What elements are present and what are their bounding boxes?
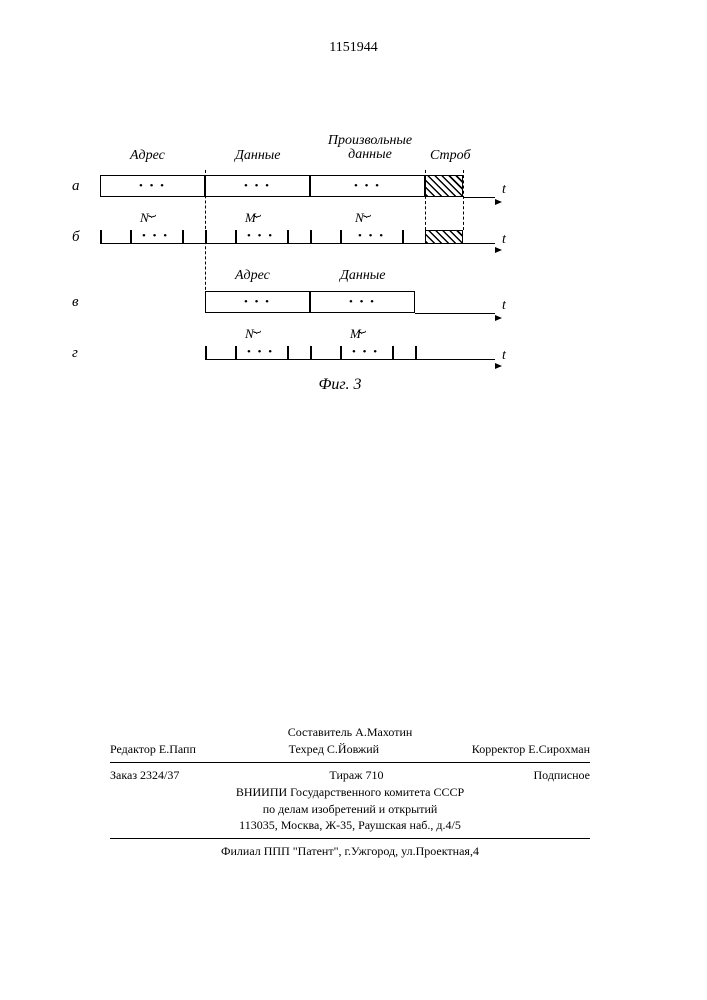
cell xyxy=(310,291,340,313)
addr: 113035, Москва, Ж-35, Раушская наб., д.4… xyxy=(110,817,590,834)
label-data: Данные xyxy=(235,148,281,164)
org1: ВНИИПИ Государственного комитета СССР xyxy=(110,784,590,801)
axis-t: t xyxy=(502,232,506,248)
timing-diagram: Адрес Данные Произвольные данные Строб а… xyxy=(100,130,580,394)
footer: Составитель А.Махотин Редактор Е.Папп Те… xyxy=(110,724,590,860)
corrector: Корректор Е.Сирохман xyxy=(472,741,590,758)
cell: • • • xyxy=(340,175,395,197)
label-addr: Адрес xyxy=(130,148,165,164)
dash-line xyxy=(463,170,464,230)
cell: • • • xyxy=(130,175,175,197)
row-a: а • • •• • •• • • t xyxy=(100,170,580,202)
row-label-c: в xyxy=(72,294,79,311)
cell xyxy=(385,291,415,313)
cell xyxy=(395,175,425,197)
labels-c: Адрес Данные xyxy=(100,266,580,286)
print-run: Тираж 710 xyxy=(329,767,383,784)
cell xyxy=(425,175,463,197)
label-strobe: Строб xyxy=(430,148,471,164)
cell: • • • xyxy=(235,175,280,197)
order: Заказ 2324/37 xyxy=(110,767,179,784)
axis-t: t xyxy=(502,348,506,364)
cell xyxy=(100,175,130,197)
row-b: б • • •• • •• • • t xyxy=(100,222,580,252)
row-d: г • • •• • • t xyxy=(100,338,580,368)
row-label-a: а xyxy=(72,178,80,195)
cell xyxy=(280,291,310,313)
row-c: в • • •• • • t xyxy=(100,286,580,318)
braces-c: ⏟ N ⏟ M xyxy=(205,318,580,338)
top-labels: Адрес Данные Произвольные данные Строб xyxy=(100,130,580,170)
dash-line xyxy=(425,170,426,230)
braces-a: ⏟ N ⏟ M ⏟ N xyxy=(100,202,580,222)
label-arbitrary: Произвольные данные xyxy=(325,134,415,162)
cell xyxy=(205,291,235,313)
editor: Редактор Е.Папп xyxy=(110,741,196,758)
cell xyxy=(280,175,310,197)
label-data2: Данные xyxy=(340,268,386,284)
cell xyxy=(310,175,340,197)
tech: Техред С.Йовжий xyxy=(289,741,379,758)
org2: по делам изобретений и открытий xyxy=(110,801,590,818)
figure-label: Фиг. 3 xyxy=(100,376,580,394)
row-label-b: б xyxy=(72,229,80,246)
row-label-d: г xyxy=(72,345,78,362)
cell xyxy=(205,175,235,197)
compiler: Составитель А.Махотин xyxy=(110,724,590,741)
cell: • • • xyxy=(235,291,280,313)
patent-number: 1151944 xyxy=(0,40,707,56)
cell: • • • xyxy=(340,291,385,313)
branch: Филиал ППП "Патент", г.Ужгород, ул.Проек… xyxy=(110,843,590,860)
dash-line xyxy=(205,170,206,300)
axis-t: t xyxy=(502,182,506,198)
cell xyxy=(175,175,205,197)
subscription: Подписное xyxy=(534,767,591,784)
label-addr2: Адрес xyxy=(235,268,270,284)
axis-t: t xyxy=(502,298,506,314)
